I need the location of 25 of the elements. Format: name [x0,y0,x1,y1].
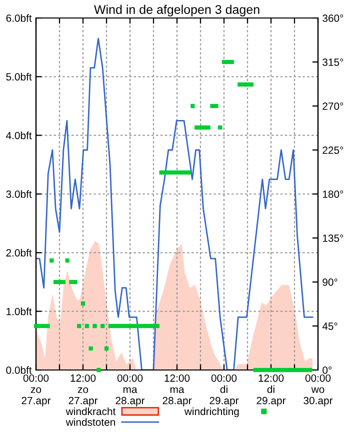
x-tick-label: 00:00 wo 30.apr [304,374,333,406]
y2-tick-label: 315° [322,58,344,66]
x-tick-label: 12:00 di 29.apr [256,374,286,406]
legend-label: windkracht [66,407,116,416]
y-tick-label: 4.0bft [6,132,32,140]
y2-tick-label: 360° [322,14,344,22]
y-tick-label: 2.0bft [6,248,32,257]
y-tick-label: 3.0bft [6,190,32,198]
x-tick-label: 00:00 ma 28.apr [116,374,145,406]
y2-tick-label: 90° [322,278,338,286]
y2-tick-label: 270° [322,102,344,110]
legend-label: windrichting [184,407,239,418]
y2-tick-label: 180° [322,190,344,198]
chart-title: Wind in de afgelopen 3 dagen [94,4,260,16]
y-tick-label: 0.0bft [6,366,32,374]
x-tick-label: 00:00 zo 27.apr [22,374,51,406]
y-tick-label: 6.0bft [6,14,32,22]
y2-tick-label: 45° [322,322,338,330]
y2-tick-label: 225° [322,146,344,154]
y2-tick-label: 135° [322,234,344,242]
y-tick-label: 5.0bft [6,72,32,81]
legend-label: windstoten [66,418,115,426]
y2-tick-label: 0° [322,366,332,374]
x-tick-label: 00:00 di 29.apr [210,374,239,406]
y-tick-label: 1.0bft [6,308,32,316]
